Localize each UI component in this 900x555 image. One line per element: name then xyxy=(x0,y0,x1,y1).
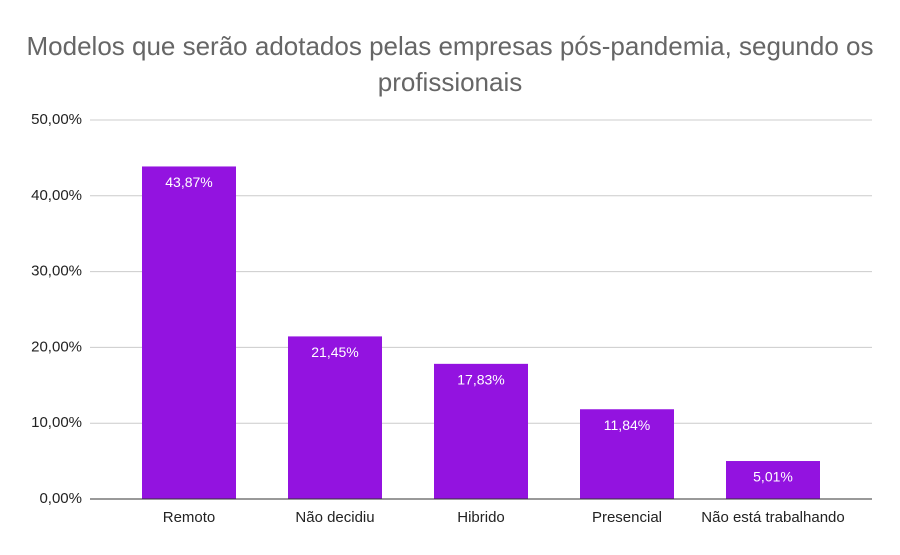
data-label: 11,84% xyxy=(604,417,650,433)
x-tick-label: Hibrido xyxy=(457,509,505,526)
bar xyxy=(142,166,236,499)
y-tick-label: 30,00% xyxy=(31,263,82,280)
chart-title: Modelos que serão adotados pelas empresa… xyxy=(26,31,874,97)
x-tick-label: Presencial xyxy=(592,509,662,526)
y-tick-label: 40,00% xyxy=(31,187,82,204)
bar xyxy=(580,409,674,499)
bar xyxy=(434,363,528,499)
bar xyxy=(288,336,382,499)
y-tick-label: 50,00% xyxy=(31,111,82,128)
data-label: 43,87% xyxy=(165,174,212,190)
data-label: 17,83% xyxy=(457,372,504,388)
y-tick-label: 10,00% xyxy=(31,414,82,431)
data-label: 5,01% xyxy=(753,469,793,485)
x-tick-label: Não está trabalhando xyxy=(701,509,844,526)
data-label: 21,45% xyxy=(311,344,358,360)
x-tick-label: Remoto xyxy=(163,509,216,526)
y-tick-label: 20,00% xyxy=(31,338,82,355)
bar xyxy=(726,461,820,499)
y-tick-label: 0,00% xyxy=(39,490,82,507)
x-tick-label: Não decidiu xyxy=(295,509,374,526)
